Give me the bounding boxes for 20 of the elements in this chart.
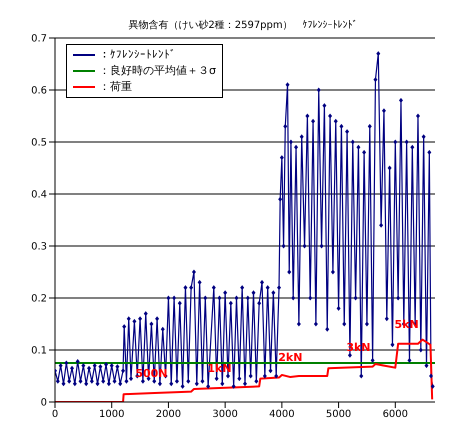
chart-title: 異物含有（けい砂2種：2597ppm） ｹﾌﾚﾝｼｰﾄﾚﾝﾄﾞ — [128, 19, 358, 31]
y-tick-label: 0.3 — [31, 242, 47, 253]
legend-label: ：荷重 — [99, 79, 132, 95]
legend-label: ：ｹﾌﾚﾝｼｰﾄﾚﾝﾄﾞ — [99, 47, 176, 63]
annotation: 2kN — [278, 351, 302, 364]
y-tick-label: 0.4 — [31, 190, 47, 201]
y-tick-label: 0.6 — [31, 86, 47, 97]
y-tick-label: 0.5 — [31, 138, 47, 149]
y-tick-label: 0.7 — [31, 34, 47, 45]
legend-label: ：良好時の平均値＋３σ — [99, 63, 216, 79]
x-tick-label: 6000 — [382, 409, 408, 420]
y-tick-label: 0.1 — [31, 346, 47, 357]
y-tick-label: 0 — [40, 398, 47, 409]
x-tick-label: 5000 — [326, 409, 352, 420]
y-tick-label: 0.2 — [31, 294, 47, 305]
x-tick-label: 1000 — [98, 409, 124, 420]
x-tick-label: 3000 — [212, 409, 238, 420]
x-tick-label: 0 — [52, 409, 58, 420]
x-tick-label: 4000 — [269, 409, 295, 420]
x-tick-label: 2000 — [156, 409, 182, 420]
